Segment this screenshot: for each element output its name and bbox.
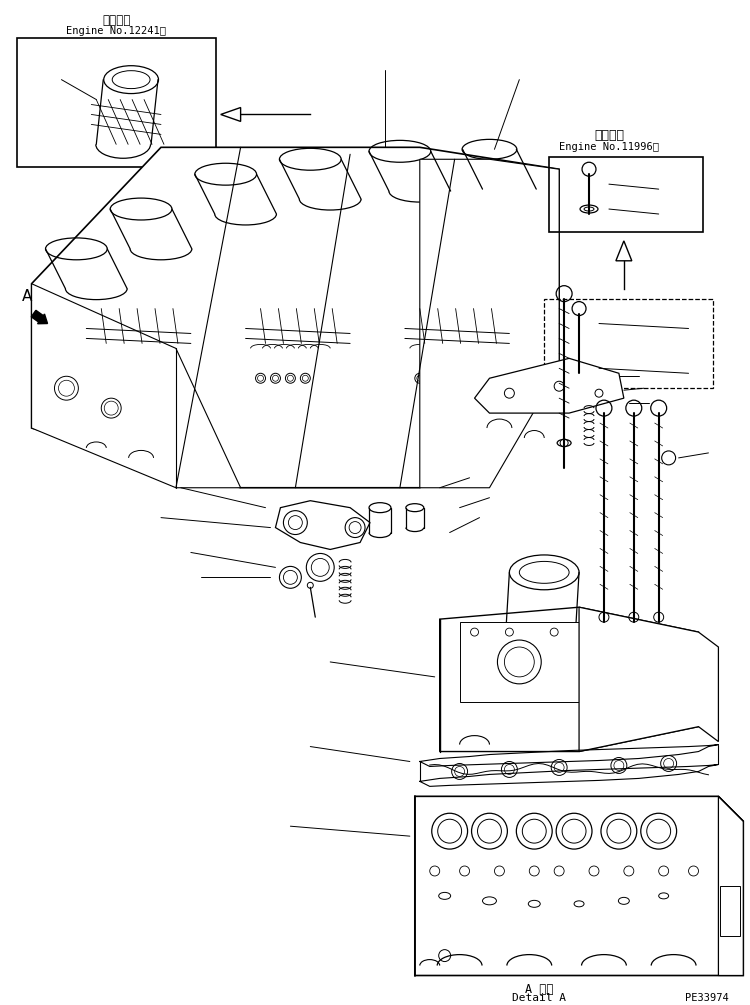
- Polygon shape: [718, 796, 743, 976]
- Bar: [721, 886, 740, 936]
- Text: 適用号機: 適用号機: [102, 14, 130, 27]
- Polygon shape: [220, 108, 241, 122]
- Polygon shape: [275, 500, 370, 550]
- Bar: [544, 298, 713, 388]
- Polygon shape: [32, 283, 241, 487]
- Polygon shape: [616, 241, 632, 261]
- Text: Detail A: Detail A: [512, 993, 566, 1003]
- Bar: [549, 157, 704, 232]
- Polygon shape: [440, 607, 698, 752]
- Polygon shape: [420, 159, 560, 487]
- Bar: [16, 38, 216, 167]
- Polygon shape: [475, 359, 624, 413]
- Polygon shape: [32, 148, 560, 487]
- Text: A 詳細: A 詳細: [525, 984, 554, 997]
- Text: 適用号機: 適用号機: [594, 130, 624, 143]
- Text: A: A: [22, 289, 32, 305]
- Text: PE33974: PE33974: [685, 993, 728, 1003]
- Text: Engine No.12241～: Engine No.12241～: [66, 26, 166, 36]
- FancyArrow shape: [32, 311, 47, 324]
- Text: Engine No.11996～: Engine No.11996～: [559, 143, 659, 153]
- Bar: [460, 622, 579, 701]
- Polygon shape: [415, 796, 743, 976]
- Polygon shape: [579, 607, 718, 752]
